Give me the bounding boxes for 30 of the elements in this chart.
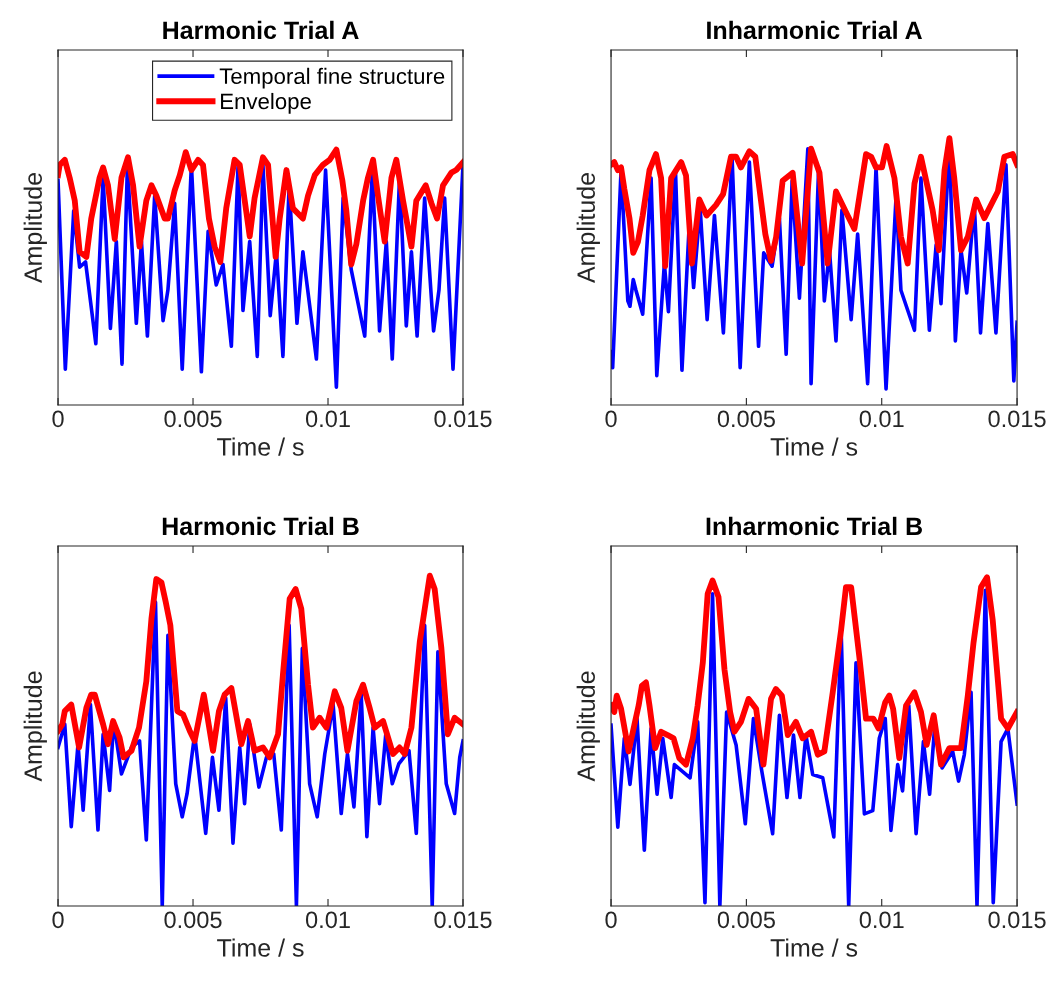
y-axis-title: Amplitude xyxy=(23,671,47,782)
x-axis-title: Time / s xyxy=(217,437,304,456)
x-axis-title: Time / s xyxy=(770,437,858,456)
x-tick-label: 0.015 xyxy=(434,410,492,428)
x-tick-label: 0.005 xyxy=(717,911,775,929)
x-tick-label: 0 xyxy=(52,410,64,428)
x-tick-label: 0.015 xyxy=(988,410,1046,428)
x-tick-label: 0.01 xyxy=(305,911,350,929)
x-axis-title: Time / s xyxy=(217,938,304,957)
x-tick-label: 0 xyxy=(52,911,64,929)
x-tick-label: 0.01 xyxy=(305,410,350,428)
x-tick-label: 0.005 xyxy=(164,410,222,428)
x-tick-label: 0.01 xyxy=(859,911,904,929)
x-tick-label: 0.01 xyxy=(859,410,904,428)
x-tick-label: 0 xyxy=(605,410,617,428)
x-tick-label: 0 xyxy=(605,911,617,929)
x-tick-label: 0.005 xyxy=(717,410,775,428)
x-axis-title: Time / s xyxy=(770,938,858,957)
x-tick-label: 0.015 xyxy=(434,911,492,929)
x-tick-label: 0.015 xyxy=(988,911,1046,929)
legend-label: Temporal fine structure xyxy=(219,67,445,89)
chart-title: Inharmonic Trial B xyxy=(706,516,922,536)
chart-title: Harmonic Trial A xyxy=(163,20,359,40)
x-tick-label: 0.005 xyxy=(164,911,222,929)
legend-label: Envelope xyxy=(221,92,311,114)
chart-title: Harmonic Trial B xyxy=(162,516,359,536)
y-axis-title: Amplitude xyxy=(23,173,47,284)
chart-title: Inharmonic Trial A xyxy=(707,20,922,40)
y-axis-title: Amplitude xyxy=(576,671,600,782)
y-axis-title: Amplitude xyxy=(576,173,600,284)
